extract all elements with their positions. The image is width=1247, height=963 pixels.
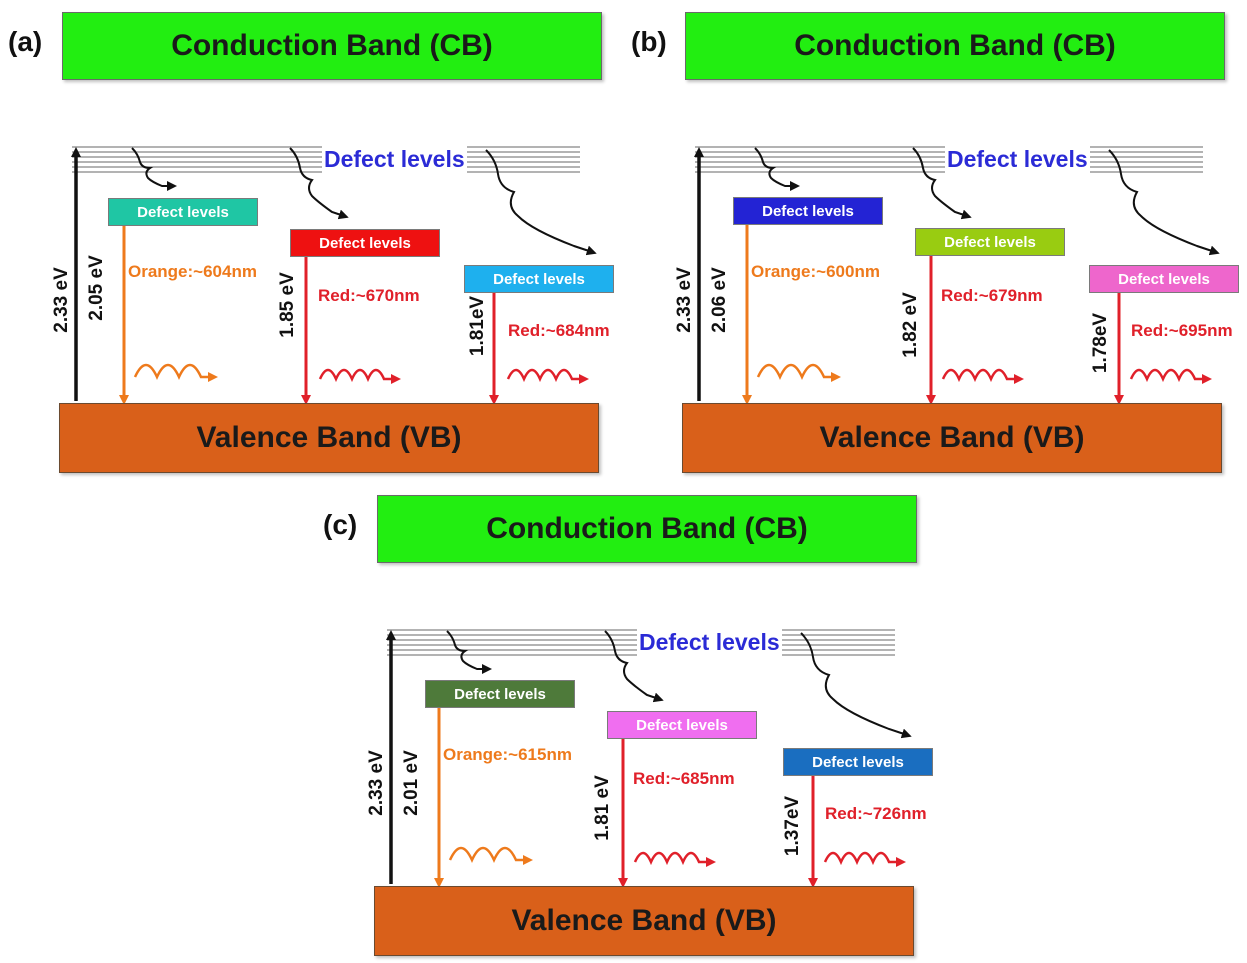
emission-wavelength-label: Red:~685nm bbox=[633, 769, 735, 788]
transition-energy-label: 1.37eV bbox=[782, 795, 803, 857]
transition-energy-label: 1.81eV bbox=[467, 295, 488, 357]
panel-label: (c) bbox=[323, 509, 358, 540]
emission-wavelength-label: Red:~679nm bbox=[941, 286, 1043, 305]
photon-wave-icon bbox=[823, 851, 906, 867]
defect-level-box: Defect levels bbox=[425, 680, 575, 708]
defect-level-box: Defect levels bbox=[290, 229, 440, 257]
nonradiative-decay-arrow bbox=[800, 632, 912, 739]
photon-wave-icon bbox=[633, 851, 716, 867]
photon-wave-icon bbox=[941, 368, 1024, 384]
transition-energy-label: 1.81 eV bbox=[592, 775, 613, 841]
conduction-band: Conduction Band (CB) bbox=[62, 12, 602, 80]
emission-wavelength-label: Red:~670nm bbox=[318, 286, 420, 305]
defect-levels-title: Defect levels bbox=[322, 144, 467, 174]
bandgap-energy-label: 2.33 eV bbox=[674, 267, 695, 333]
defect-level-box: Defect levels bbox=[1089, 265, 1239, 293]
photon-wave-icon bbox=[318, 368, 401, 384]
nonradiative-decay-arrow bbox=[289, 147, 349, 220]
nonradiative-decay-arrow bbox=[604, 630, 664, 703]
defect-levels-title: Defect levels bbox=[637, 627, 782, 657]
transition-energy-label: 2.05 eV bbox=[86, 255, 107, 321]
emission-wavelength-label: Orange:~615nm bbox=[443, 745, 572, 764]
defect-level-box: Defect levels bbox=[108, 198, 258, 226]
emission-wavelength-label: Red:~684nm bbox=[508, 321, 610, 340]
emission-wavelength-label: Orange:~600nm bbox=[751, 262, 880, 281]
bandgap-energy-label: 2.33 eV bbox=[366, 750, 387, 816]
transition-energy-label: 1.82 eV bbox=[900, 292, 921, 358]
nonradiative-decay-arrow bbox=[485, 149, 597, 256]
valence-band: Valence Band (VB) bbox=[374, 886, 914, 956]
defect-level-box: Defect levels bbox=[783, 748, 933, 776]
defect-level-box: Defect levels bbox=[915, 228, 1065, 256]
nonradiative-decay-arrow bbox=[131, 147, 177, 191]
panel-label: (b) bbox=[631, 26, 667, 57]
transition-energy-label: 2.01 eV bbox=[401, 750, 422, 816]
conduction-band: Conduction Band (CB) bbox=[377, 495, 917, 563]
defect-levels-title: Defect levels bbox=[945, 144, 1090, 174]
photon-wave-icon bbox=[1129, 368, 1212, 384]
defect-level-box: Defect levels bbox=[607, 711, 757, 739]
photon-wave-icon bbox=[506, 368, 589, 384]
emission-wavelength-label: Orange:~604nm bbox=[128, 262, 257, 281]
bandgap-energy-label: 2.33 eV bbox=[51, 267, 72, 333]
panel-label: (a) bbox=[8, 26, 43, 57]
nonradiative-decay-arrow bbox=[446, 630, 492, 674]
panel-a: (a) Conduction Band (CB) Valence Band (VB)… bbox=[0, 0, 614, 480]
transition-energy-label: 2.06 eV bbox=[709, 267, 730, 333]
photon-wave-icon bbox=[448, 846, 533, 865]
valence-band: Valence Band (VB) bbox=[59, 403, 599, 473]
valence-band: Valence Band (VB) bbox=[682, 403, 1222, 473]
nonradiative-decay-arrow bbox=[912, 147, 972, 220]
photon-wave-icon bbox=[133, 363, 218, 382]
conduction-band: Conduction Band (CB) bbox=[685, 12, 1225, 80]
transition-energy-label: 1.85 eV bbox=[277, 272, 298, 338]
emission-wavelength-label: Red:~695nm bbox=[1131, 321, 1233, 340]
emission-wavelength-label: Red:~726nm bbox=[825, 804, 927, 823]
transition-energy-label: 1.78eV bbox=[1090, 312, 1111, 374]
panel-c: (c) Conduction Band (CB) Valence Band (VB)… bbox=[315, 483, 933, 963]
nonradiative-decay-arrow bbox=[1108, 149, 1220, 256]
defect-level-box: Defect levels bbox=[733, 197, 883, 225]
defect-level-box: Defect levels bbox=[464, 265, 614, 293]
nonradiative-decay-arrow bbox=[754, 147, 800, 191]
photon-wave-icon bbox=[756, 363, 841, 382]
panel-b: (b) Conduction Band (CB) Valence Band (VB)… bbox=[623, 0, 1239, 480]
